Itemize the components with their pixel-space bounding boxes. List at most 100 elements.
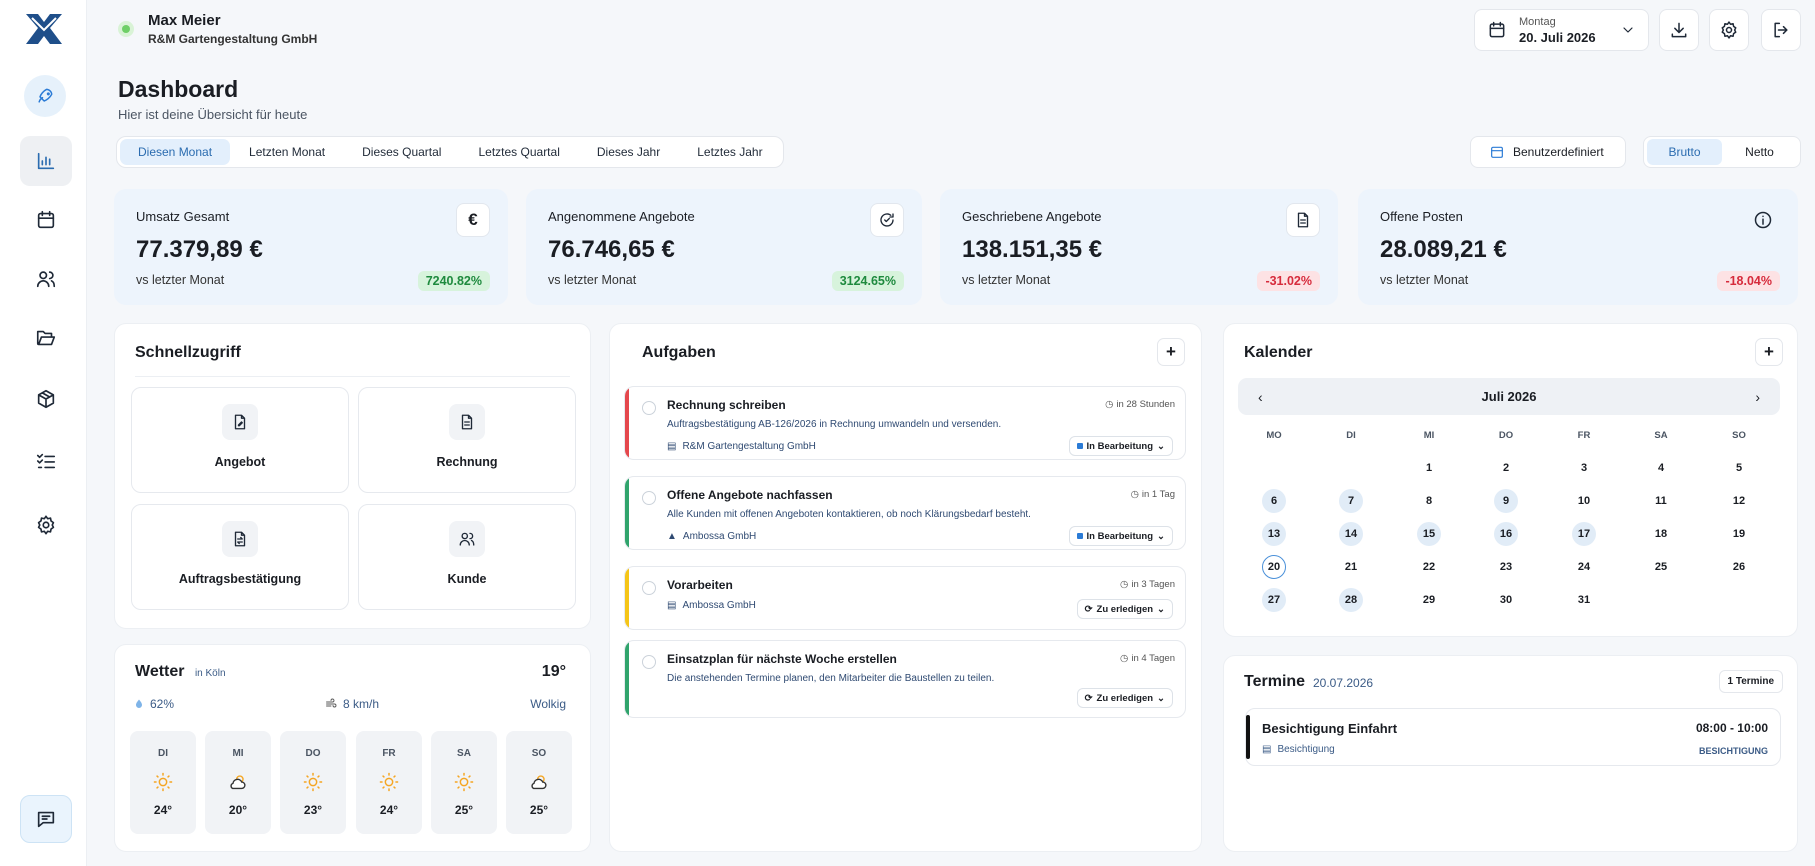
forecast-day: SO 25° — [506, 731, 572, 834]
calendar-day[interactable]: 4 — [1657, 462, 1665, 474]
calendar-day[interactable]: 15 — [1417, 522, 1441, 546]
calendar-day[interactable]: 5 — [1735, 462, 1743, 474]
calendar-day[interactable]: 21 — [1344, 561, 1358, 573]
weather-title: Wetter in Köln — [135, 663, 226, 680]
calendar-day[interactable]: 17 — [1572, 522, 1596, 546]
nav-tasks[interactable] — [20, 436, 72, 486]
calendar-day[interactable]: 11 — [1655, 495, 1667, 507]
task-item[interactable]: Offene Angebote nachfassen ◷ in 1 Tag All… — [624, 476, 1186, 550]
custom-range-button[interactable]: Benutzerdefiniert — [1470, 136, 1626, 168]
task-status-dropdown[interactable]: ⟳ Zu erledigen ⌄ — [1076, 599, 1173, 619]
calendar-day[interactable]: 19 — [1732, 528, 1746, 540]
logout-button[interactable] — [1761, 9, 1801, 51]
quick-order-confirmation-button[interactable]: Auftragsbestätigung — [131, 504, 349, 610]
calendar-day[interactable]: 23 — [1499, 561, 1513, 573]
plus-icon: + — [1764, 342, 1774, 361]
calendar-day[interactable]: 2 — [1502, 462, 1510, 474]
nav-customers[interactable] — [20, 254, 72, 304]
tab-this-month[interactable]: Diesen Monat — [120, 139, 231, 165]
stat-card-accepted-offers: Angenommene Angebote 76.746,65 € vs letz… — [526, 189, 922, 305]
chevron-down-icon: ⌄ — [1157, 440, 1165, 452]
calendar-icon — [37, 210, 55, 229]
nav-dashboard[interactable] — [20, 136, 72, 186]
calendar-day[interactable]: 30 — [1499, 594, 1513, 606]
task-status-dropdown[interactable]: In Bearbeitung ⌄ — [1068, 436, 1173, 456]
date-picker[interactable]: Montag 20. Juli 2026 — [1474, 9, 1649, 51]
calendar-day[interactable]: 16 — [1494, 522, 1518, 546]
calendar-day[interactable]: 31 — [1577, 594, 1591, 606]
partly-cloudy-icon — [227, 771, 249, 793]
task-checkbox[interactable] — [642, 401, 656, 415]
chevron-left-icon[interactable]: ‹ — [1258, 389, 1263, 405]
nav-documents[interactable] — [20, 313, 72, 363]
calendar-day[interactable]: 13 — [1262, 522, 1286, 546]
calendar-day[interactable]: 28 — [1339, 588, 1363, 612]
weekday-label: FR — [1577, 430, 1591, 441]
calendar-day[interactable]: 24 — [1577, 561, 1591, 573]
appointments-count: 1 Termine — [1718, 670, 1783, 693]
quick-invoice-button[interactable]: Rechnung — [358, 387, 576, 493]
forecast-day: FR 24° — [356, 731, 422, 834]
calendar-day[interactable]: 27 — [1262, 588, 1286, 612]
calendar-day[interactable]: 29 — [1422, 594, 1436, 606]
task-item[interactable]: Rechnung schreiben ◷ in 28 Stunden Auftra… — [624, 386, 1186, 460]
task-company: ▤ R&M Gartengestaltung GmbH — [667, 441, 816, 452]
gross-net-toggle: Brutto Netto — [1643, 136, 1801, 168]
add-task-button[interactable]: + — [1157, 338, 1185, 366]
calendar-day[interactable]: 3 — [1580, 462, 1588, 474]
document-icon: ▤ — [1262, 744, 1272, 755]
task-title: Vorarbeiten — [667, 578, 733, 592]
chevron-down-icon: ⌄ — [1157, 603, 1165, 615]
calendar-day[interactable]: 25 — [1654, 561, 1668, 573]
task-description: Auftragsbestätigung AB-126/2026 in Rechn… — [667, 419, 1002, 430]
weekday-label: DI — [1346, 430, 1356, 441]
toggle-net[interactable]: Netto — [1745, 145, 1774, 159]
calendar-day[interactable]: 22 — [1422, 561, 1436, 573]
tab-this-year[interactable]: Dieses Jahr — [596, 145, 661, 159]
nav-settings[interactable] — [20, 500, 72, 550]
nav-products[interactable] — [20, 374, 72, 424]
calendar-day[interactable]: 8 — [1425, 495, 1433, 507]
todo-icon: ⟳ — [1084, 692, 1093, 704]
calendar-day[interactable]: 7 — [1339, 489, 1363, 513]
tab-this-quarter[interactable]: Dieses Quartal — [362, 145, 442, 159]
task-description: Alle Kunden mit offenen Angeboten kontak… — [667, 509, 1031, 520]
task-item[interactable]: Einsatzplan für nächste Woche erstellen … — [624, 640, 1186, 718]
rocket-icon[interactable] — [24, 75, 66, 117]
quick-offer-button[interactable]: Angebot — [131, 387, 349, 493]
appointment-item[interactable]: Besichtigung Einfahrt 08:00 - 10:00 ▤ Bes… — [1245, 708, 1781, 766]
calendar-day[interactable]: 18 — [1654, 528, 1668, 540]
settings-button[interactable] — [1709, 9, 1749, 51]
calendar-day[interactable]: 20 — [1262, 555, 1286, 579]
stat-card-revenue: Umsatz Gesamt 77.379,89 € vs letzter Mon… — [114, 189, 508, 305]
calendar-day[interactable]: 12 — [1732, 495, 1746, 507]
toggle-gross[interactable]: Brutto — [1647, 139, 1722, 165]
calendar-day[interactable]: 26 — [1732, 561, 1746, 573]
tab-last-month[interactable]: Letzten Monat — [249, 145, 326, 159]
task-checkbox[interactable] — [642, 655, 656, 669]
forecast-day: MI 20° — [205, 731, 271, 834]
calendar-day[interactable]: 14 — [1339, 522, 1363, 546]
calendar-day[interactable]: 9 — [1494, 489, 1518, 513]
tab-last-year[interactable]: Letztes Jahr — [697, 145, 763, 159]
quick-customer-button[interactable]: Kunde — [358, 504, 576, 610]
task-checkbox[interactable] — [642, 491, 656, 505]
tab-last-quarter[interactable]: Letztes Quartal — [478, 145, 560, 159]
quick-access-title: Schnellzugriff — [135, 344, 241, 361]
calendar-day[interactable]: 10 — [1577, 495, 1591, 507]
add-event-button[interactable]: + — [1755, 338, 1783, 366]
task-status-dropdown[interactable]: In Bearbeitung ⌄ — [1068, 526, 1173, 546]
chevron-down-icon — [1623, 27, 1633, 33]
task-item[interactable]: Vorarbeiten ◷ in 3 Tagen ▤ Ambossa GmbH ⟳ Z… — [624, 566, 1186, 630]
calendar-day[interactable]: 6 — [1262, 489, 1286, 513]
chevron-right-icon[interactable]: › — [1755, 389, 1760, 405]
download-button[interactable] — [1659, 9, 1699, 51]
appointments-date: 20.07.2026 — [1313, 676, 1374, 690]
weekday-label: DO — [1498, 430, 1514, 441]
task-status-dropdown[interactable]: ⟳ Zu erledigen ⌄ — [1076, 688, 1173, 708]
chat-button[interactable] — [20, 795, 72, 843]
task-checkbox[interactable] — [642, 581, 656, 595]
calendar-day[interactable]: 1 — [1425, 462, 1433, 474]
nav-calendar[interactable] — [20, 195, 72, 245]
company-logo[interactable] — [24, 12, 64, 46]
